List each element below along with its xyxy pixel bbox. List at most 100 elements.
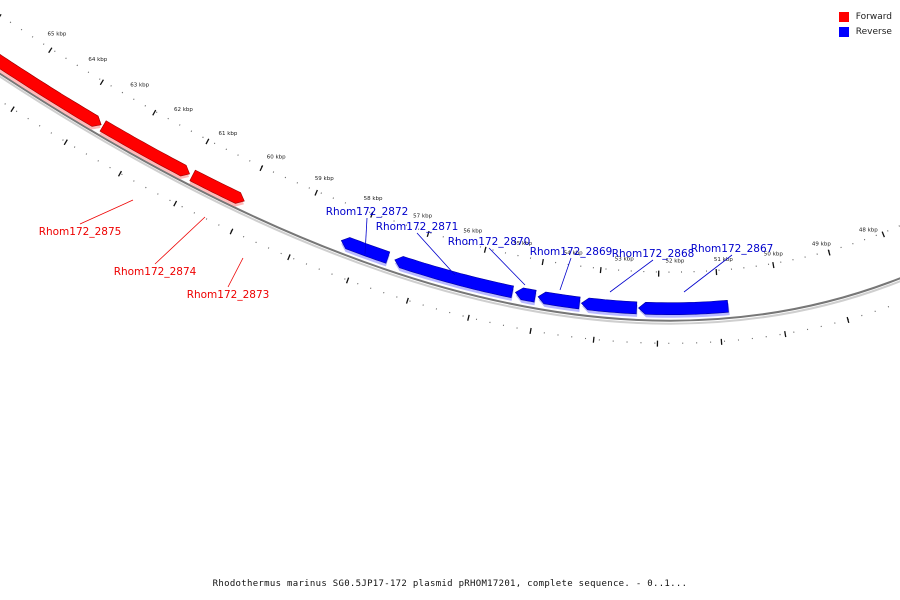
kbp-label: 65 kbp bbox=[47, 31, 66, 37]
major-tick bbox=[599, 267, 602, 274]
label-leader-line bbox=[227, 257, 244, 288]
minor-tick bbox=[242, 235, 245, 238]
minor-tick bbox=[76, 64, 78, 67]
kbp-label: 51 kbp bbox=[714, 257, 733, 263]
label-leader-line bbox=[488, 247, 526, 286]
gene-rhom172_2870[interactable] bbox=[514, 287, 537, 303]
minor-tick bbox=[169, 199, 171, 202]
gene-label: Rhom172_2872 bbox=[326, 206, 409, 218]
gene-label: Rhom172_2869 bbox=[530, 246, 613, 258]
kbp-label: 52 kbp bbox=[665, 259, 684, 265]
kbp-scale-labels: 65 kbp 64 kbp 63 kbp 62 kbp 61 kbp 60 kbp 59 k… bbox=[47, 31, 878, 264]
legend-forward: Forward bbox=[838, 9, 892, 24]
minor-tick bbox=[179, 124, 181, 126]
major-tick bbox=[881, 231, 885, 238]
major-tick bbox=[314, 189, 318, 196]
major-tick bbox=[405, 297, 409, 304]
minor-tick bbox=[190, 130, 193, 132]
minor-tick bbox=[133, 98, 135, 100]
major-tick bbox=[229, 228, 234, 235]
minor-tick bbox=[38, 125, 41, 127]
major-tick bbox=[287, 254, 291, 261]
major-tick bbox=[467, 314, 470, 321]
minor-tick bbox=[144, 105, 147, 107]
kbp-label: 53 kbp bbox=[615, 256, 634, 262]
minor-tick bbox=[85, 153, 88, 155]
major-tick bbox=[772, 262, 775, 269]
gene-label: Rhom172_2871 bbox=[376, 221, 459, 233]
major-tick bbox=[63, 139, 68, 146]
major-tick bbox=[173, 200, 178, 207]
minor-tick bbox=[218, 224, 220, 226]
gene-labels: Rhom172_2875 Rhom172_2874 Rhom172_2873 Rhom… bbox=[39, 199, 774, 301]
minor-tick bbox=[54, 50, 56, 53]
kbp-label: 57 kbp bbox=[413, 214, 432, 220]
minor-tick bbox=[249, 160, 251, 162]
label-leader-line bbox=[416, 232, 456, 276]
minor-tick bbox=[42, 43, 45, 45]
minor-tick bbox=[272, 171, 275, 173]
minor-tick bbox=[167, 117, 169, 120]
sequence-caption: Rhodothermus marinus SG0.5JP17-172 plasm… bbox=[212, 579, 688, 589]
minor-tick bbox=[50, 132, 53, 134]
legend-forward-label: Forward bbox=[855, 11, 892, 22]
major-tick bbox=[541, 258, 544, 266]
forward-swatch bbox=[838, 11, 849, 22]
backbone-arc bbox=[0, 72, 900, 322]
minor-tick bbox=[155, 111, 158, 114]
major-tick bbox=[205, 138, 210, 145]
label-leader-line bbox=[364, 217, 368, 255]
kbp-label: 64 kbp bbox=[88, 57, 107, 63]
minor-tick bbox=[97, 160, 99, 162]
minor-tick bbox=[99, 78, 101, 80]
major-tick bbox=[10, 106, 15, 113]
minor-tick bbox=[202, 136, 204, 139]
minor-tick bbox=[4, 103, 6, 105]
minor-tick bbox=[110, 85, 112, 87]
major-tick bbox=[0, 13, 2, 18]
label-leader-line bbox=[154, 216, 206, 265]
gene-rhom172_2867[interactable] bbox=[638, 299, 729, 315]
inner-tick-ring bbox=[4, 103, 890, 347]
major-tick bbox=[345, 277, 350, 284]
major-tick bbox=[99, 79, 104, 86]
kbp-label: 63 kbp bbox=[130, 82, 149, 88]
kbp-label: 58 kbp bbox=[364, 196, 383, 202]
legend-reverse-label: Reverse bbox=[855, 26, 892, 37]
gene-rhom172_2873[interactable] bbox=[189, 169, 245, 204]
minor-tick bbox=[225, 148, 228, 151]
minor-tick bbox=[65, 57, 67, 60]
gene-rhom172_2868[interactable] bbox=[580, 297, 638, 315]
minor-tick bbox=[205, 218, 208, 220]
label-leader-line bbox=[609, 259, 654, 293]
minor-tick bbox=[121, 91, 124, 94]
minor-tick bbox=[20, 28, 23, 31]
gene-rhom172_2875[interactable] bbox=[0, 34, 102, 127]
gene-label: Rhom172_2867 bbox=[691, 243, 774, 255]
gene-rhom172_2871[interactable] bbox=[394, 256, 514, 299]
minor-tick bbox=[157, 193, 159, 195]
minor-tick bbox=[121, 173, 123, 176]
kbp-label: 54 kbp bbox=[564, 250, 583, 256]
major-tick bbox=[827, 249, 831, 256]
major-tick bbox=[529, 327, 532, 335]
gene-rhom172_2874[interactable] bbox=[99, 120, 191, 177]
minor-tick bbox=[193, 212, 196, 214]
major-tick bbox=[48, 47, 53, 54]
major-tick bbox=[592, 336, 595, 343]
gene-rhom172_2869[interactable] bbox=[537, 291, 581, 310]
gene-label: Rhom172_2874 bbox=[114, 266, 197, 278]
label-leader-line bbox=[559, 257, 572, 291]
gene-features bbox=[0, 34, 730, 318]
reverse-swatch bbox=[838, 26, 849, 37]
kbp-label: 59 kbp bbox=[315, 176, 334, 182]
major-tick bbox=[152, 109, 157, 116]
minor-tick bbox=[213, 142, 216, 145]
minor-tick bbox=[9, 21, 12, 24]
kbp-label: 61 kbp bbox=[218, 131, 237, 137]
legend-reverse: Reverse bbox=[838, 24, 892, 39]
gene-label: Rhom172_2873 bbox=[187, 289, 270, 301]
gene-label: Rhom172_2875 bbox=[39, 226, 122, 238]
minor-tick bbox=[145, 186, 147, 189]
